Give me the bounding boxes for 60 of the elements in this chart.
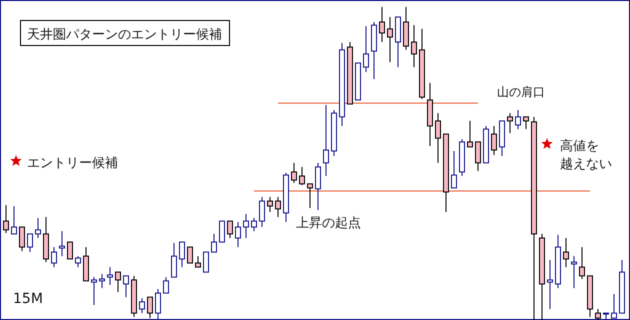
- candlestick: [491, 125, 497, 156]
- candlestick: [299, 166, 305, 186]
- candlestick: [235, 222, 241, 248]
- candlestick: [179, 242, 185, 268]
- candlestick: [547, 259, 553, 310]
- candlestick: [91, 276, 97, 306]
- candlestick: [115, 272, 121, 293]
- candlestick: [475, 141, 481, 172]
- candlestick: [451, 150, 457, 188]
- candlestick: [595, 308, 601, 320]
- candlestick: [315, 162, 321, 211]
- candlestick: [203, 252, 209, 273]
- candlestick: [243, 213, 249, 238]
- candlestick: [411, 24, 417, 68]
- candlestick: [291, 162, 297, 184]
- candlestick: [3, 204, 9, 234]
- candlestick: [259, 196, 265, 228]
- candlestick: [387, 16, 393, 63]
- candlestick: [35, 217, 41, 238]
- candlestick: [147, 296, 153, 319]
- candlestick: [171, 242, 177, 278]
- candlestick: [523, 116, 529, 130]
- candlestick: [139, 298, 145, 314]
- candlestick: [251, 217, 257, 232]
- annotation: エントリー候補: [27, 156, 118, 171]
- candlestick: [227, 220, 233, 238]
- annotation: 15M: [13, 291, 43, 307]
- candlestick: [59, 230, 65, 257]
- candlestick: [363, 26, 369, 73]
- annotation: 越えない: [560, 157, 612, 172]
- candlestick: [99, 273, 105, 289]
- candlestick: [571, 256, 577, 289]
- candlestick: [19, 226, 25, 252]
- candlestick: [507, 112, 513, 134]
- candlestick: [51, 246, 57, 268]
- annotation: 高値を: [560, 138, 599, 154]
- candlestick: [515, 109, 521, 130]
- annotation: 上昇の起点: [296, 216, 361, 231]
- candlestick: [75, 256, 81, 268]
- candlestick: [219, 220, 225, 243]
- candlestick: [563, 237, 569, 268]
- candlestick: [379, 6, 385, 43]
- text: 天井圏パターンのエントリー候補: [27, 28, 222, 42]
- candlestick: [123, 275, 129, 298]
- candlestick: [275, 196, 281, 218]
- annotation: 山の肩口: [497, 85, 545, 99]
- candlestick: [267, 196, 273, 213]
- candlestick: [195, 256, 201, 268]
- candlestick: [579, 246, 585, 280]
- candlestick: [435, 112, 441, 164]
- candlestick: [187, 246, 193, 264]
- candlestick: [107, 266, 113, 286]
- candlestick: [27, 233, 33, 253]
- candlestick: [467, 120, 473, 148]
- candlestick: [163, 276, 169, 294]
- candlestick: [211, 233, 217, 253]
- candlestick: [67, 242, 73, 260]
- candlestick: [11, 206, 17, 234]
- candlestick: [323, 104, 329, 177]
- candlestick: [307, 183, 313, 208]
